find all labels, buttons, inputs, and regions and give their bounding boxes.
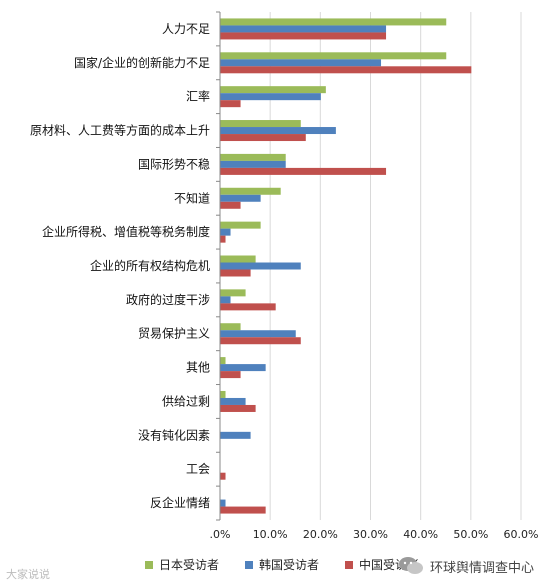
bar (220, 93, 321, 101)
bar (220, 262, 301, 270)
bar (220, 337, 301, 345)
legend-swatch-korea (245, 560, 254, 569)
bar (220, 296, 231, 304)
bar (220, 323, 241, 331)
x-tick-label: 30.0% (353, 528, 388, 541)
bar (220, 127, 336, 135)
bar (220, 194, 261, 202)
bar (220, 472, 226, 480)
x-tick-label: 10.0% (253, 528, 288, 541)
watermark-right: 环球舆情调查中心 (398, 555, 534, 577)
bar (220, 255, 256, 263)
category-label: 没有钝化因素 (138, 427, 210, 442)
bar (220, 153, 286, 161)
watermark-left: 大家说说 (6, 566, 50, 582)
bar (220, 52, 447, 60)
category-label: 不知道 (174, 191, 210, 205)
x-tick-label: 40.0% (403, 528, 438, 541)
category-label: 国家/企业的创新能力不足 (74, 55, 210, 70)
bar (220, 160, 286, 168)
category-label: 工会 (186, 462, 210, 476)
bar (220, 167, 387, 175)
category-label: 汇率 (186, 89, 210, 104)
bar (220, 404, 256, 412)
bar (220, 18, 447, 26)
legend-item-japan: 日本受访者 (145, 556, 219, 573)
legend-item-korea: 韩国受访者 (245, 556, 319, 573)
category-label: 人力不足 (162, 22, 210, 36)
category-label: 政府的过度干涉 (126, 292, 210, 307)
category-label: 供给过剩 (162, 394, 210, 408)
bar (220, 330, 296, 338)
bar (220, 371, 241, 379)
bar (220, 289, 246, 297)
category-label: 企业所得税、增值税等税务制度 (42, 224, 210, 239)
bar (220, 228, 231, 236)
bar (220, 134, 306, 142)
bar (220, 120, 301, 128)
category-label: 国际形势不稳 (138, 156, 210, 171)
legend-swatch-japan (145, 560, 153, 569)
bar (220, 86, 326, 94)
legend-label-korea: 韩国受访者 (259, 558, 320, 572)
bar (220, 187, 281, 195)
bar (220, 499, 226, 507)
bar (220, 32, 387, 40)
x-tick-label: 50.0% (453, 528, 488, 541)
bar (220, 59, 382, 67)
x-tick-label: 20.0% (303, 528, 338, 541)
bar (220, 431, 251, 439)
category-label: 反企业情绪 (150, 495, 210, 510)
legend-swatch-china (345, 560, 354, 569)
wechat-icon (399, 557, 423, 574)
bar (220, 357, 226, 365)
watermark-left-text: 大家说说 (6, 568, 50, 581)
bar (220, 66, 472, 74)
bar (220, 269, 251, 277)
bar (220, 100, 241, 108)
watermark-right-text: 环球舆情调查中心 (430, 560, 535, 576)
legend-label-japan: 日本受访者 (159, 558, 220, 572)
bar (220, 303, 276, 311)
category-label: 贸易保护主义 (138, 327, 210, 341)
bar (220, 506, 266, 514)
bar (220, 390, 226, 398)
x-tick-label: .0% (210, 528, 231, 541)
bar (220, 397, 246, 405)
bar (220, 201, 241, 209)
category-label: 企业的所有权结构危机 (90, 258, 210, 273)
x-tick-label: 60.0% (504, 528, 539, 541)
bar (220, 221, 261, 229)
category-label: 其他 (186, 361, 210, 375)
legend: 日本受访者 韩国受访者 中国受访者 (145, 556, 419, 573)
bar (220, 25, 387, 33)
bar (220, 235, 226, 243)
category-label: 原材料、人工费等方面的成本上升 (30, 123, 210, 138)
bar (220, 364, 266, 372)
